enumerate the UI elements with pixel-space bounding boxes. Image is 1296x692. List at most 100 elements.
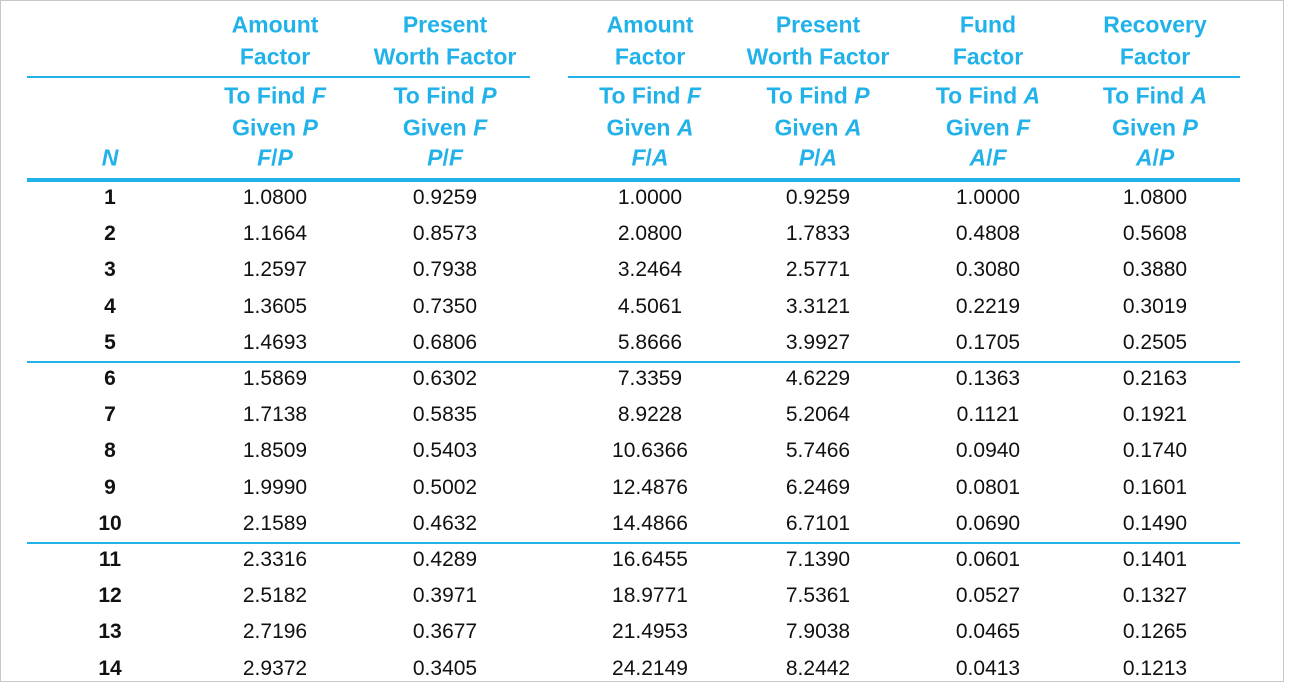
label-text: Given <box>232 114 297 141</box>
cell-value: 8.2442 <box>785 656 851 680</box>
label-text: To Find <box>1102 82 1185 109</box>
column-title: Factor <box>614 43 686 70</box>
symbol-part: A <box>820 144 838 171</box>
group-rule <box>27 361 1240 363</box>
row-n: 4 <box>104 294 116 318</box>
row-n: 7 <box>104 403 116 427</box>
column-title: Present <box>775 11 861 38</box>
cell-value: 0.3405 <box>412 656 478 680</box>
label-text: Given <box>945 114 1010 141</box>
cell-value: 2.5771 <box>785 258 851 282</box>
symbol-part: A <box>969 144 987 171</box>
cell-value: 0.1401 <box>1122 548 1188 571</box>
column-title: Factor <box>952 43 1024 70</box>
column-title: Factor <box>239 43 311 70</box>
column-given: Given A <box>607 115 694 142</box>
variable: P <box>302 114 318 141</box>
cell-value: 2.5182 <box>242 584 308 608</box>
column-symbol: F/A <box>631 145 668 172</box>
cell-value: 0.1121 <box>956 403 1020 427</box>
symbol-part: P <box>277 144 293 171</box>
cell-value: 0.0601 <box>955 548 1021 571</box>
cell-value: 1.0000 <box>955 186 1021 209</box>
row-n: 1 <box>104 186 116 209</box>
symbol-part: A <box>1135 144 1153 171</box>
variable: A <box>844 114 862 141</box>
cell-value: 2.9372 <box>242 656 308 680</box>
column-given: Given P <box>1112 115 1198 142</box>
variable: F <box>473 114 488 141</box>
column-given: Given F <box>946 115 1030 142</box>
cell-value: 0.8573 <box>412 222 478 246</box>
column-to-find: To Find F <box>224 83 326 110</box>
cell-value: 1.0800 <box>242 186 308 209</box>
symbol-part: / <box>814 144 821 171</box>
column-given: Given F <box>403 115 487 142</box>
cell-value: 10.6366 <box>612 439 688 463</box>
row-n: 8 <box>104 439 116 463</box>
cell-value: 0.7350 <box>412 294 478 318</box>
cell-value: 7.3359 <box>617 367 683 390</box>
cell-value: 1.4693 <box>242 330 308 354</box>
column-to-find: To Find A <box>1103 83 1207 110</box>
cell-value: 0.1213 <box>1122 656 1188 680</box>
row-n: 11 <box>98 548 122 571</box>
variable: P <box>854 82 870 109</box>
group-rule <box>27 542 1240 544</box>
row-n: 14 <box>98 656 122 680</box>
symbol-part: A <box>651 144 669 171</box>
column-to-find: To Find P <box>766 83 869 110</box>
symbol-part: F <box>631 144 646 171</box>
variable: F <box>1016 114 1031 141</box>
cell-value: 0.1601 <box>1122 475 1188 499</box>
cell-value: 0.1921 <box>1122 403 1188 427</box>
variable: F <box>311 82 326 109</box>
cell-value: 0.9259 <box>412 186 478 209</box>
cell-value: 0.0413 <box>955 656 1021 680</box>
column-given: Given P <box>232 115 318 142</box>
label-text: Given <box>606 114 671 141</box>
header-bottom-rule <box>27 178 1240 182</box>
cell-value: 1.0000 <box>617 186 683 209</box>
variable: P <box>481 82 497 109</box>
header-rule <box>568 76 1240 78</box>
cell-value: 1.9990 <box>242 475 308 499</box>
cell-value: 24.2149 <box>612 656 688 680</box>
cell-value: 1.1664 <box>242 222 308 246</box>
cell-value: 21.4953 <box>612 620 688 644</box>
column-title: Worth Factor <box>746 43 890 70</box>
symbol-part: P <box>1158 144 1175 171</box>
row-n: 6 <box>104 367 116 390</box>
symbol-part: F <box>257 144 272 171</box>
cell-value: 0.1327 <box>1122 584 1188 608</box>
cell-value: 0.0940 <box>955 439 1021 463</box>
symbol-part: F <box>992 144 1007 171</box>
label-text: To Find <box>393 82 475 109</box>
cell-value: 1.5869 <box>242 367 308 390</box>
column-symbol: A/F <box>969 145 1006 172</box>
header-rule <box>27 76 530 78</box>
symbol-part: / <box>271 144 278 171</box>
cell-value: 0.0465 <box>955 620 1021 644</box>
symbol-part: / <box>1152 144 1159 171</box>
variable: P <box>1182 114 1198 141</box>
cell-value: 0.0527 <box>955 584 1021 608</box>
cell-value: 0.6806 <box>412 330 478 354</box>
column-title: Factor <box>1119 43 1191 70</box>
symbol-part: / <box>645 144 652 171</box>
column-to-find: To Find F <box>599 83 701 110</box>
cell-value: 0.3019 <box>1122 294 1188 318</box>
cell-value: 7.1390 <box>785 548 851 571</box>
cell-value: 5.2064 <box>785 403 851 427</box>
table-frame <box>0 0 1284 682</box>
column-title: Amount <box>606 11 694 38</box>
cell-value: 0.2505 <box>1122 330 1188 354</box>
cell-value: 2.3316 <box>242 548 308 571</box>
row-n: 10 <box>98 511 122 535</box>
cell-value: 0.1740 <box>1122 439 1188 463</box>
row-n: 2 <box>104 222 116 246</box>
cell-value: 3.9927 <box>785 330 851 354</box>
column-title: Amount <box>231 11 319 38</box>
row-n: 13 <box>98 620 122 644</box>
